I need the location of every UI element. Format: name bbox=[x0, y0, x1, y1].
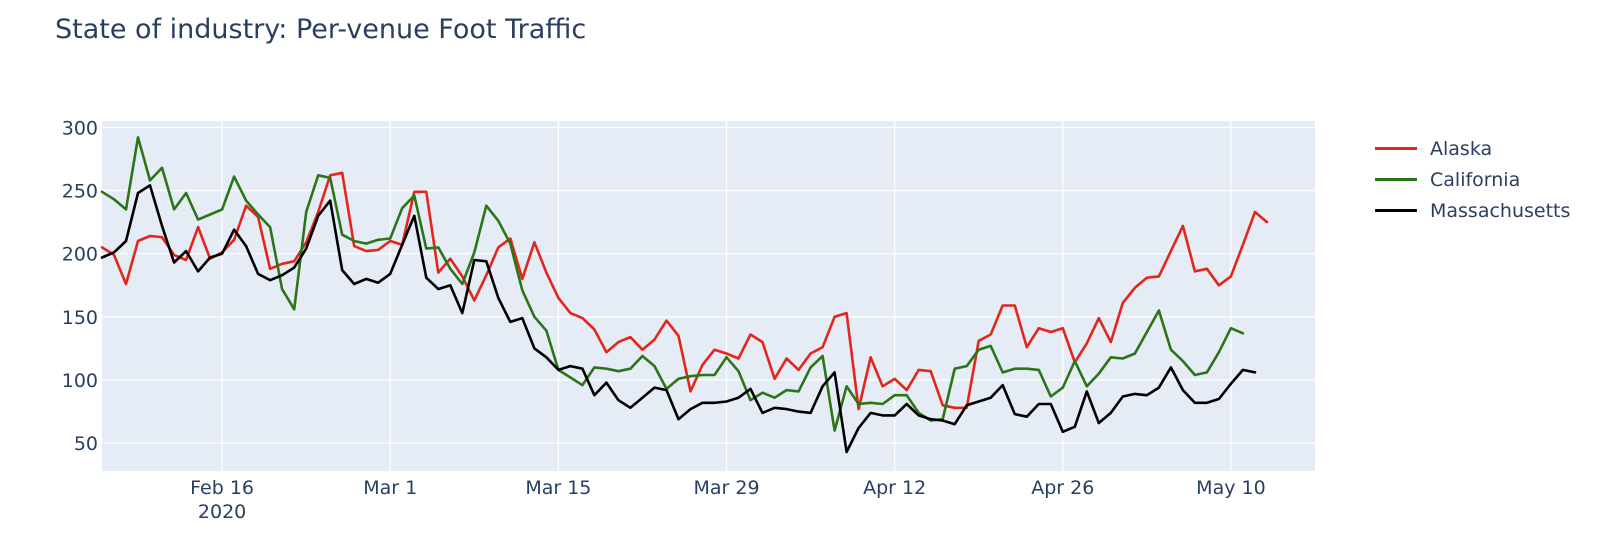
legend-item-california[interactable]: California bbox=[1375, 164, 1570, 195]
x-tick-label: Apr 26 bbox=[1031, 477, 1094, 499]
x-tick-label: May 10 bbox=[1196, 477, 1266, 499]
series-line-massachusetts bbox=[100, 184, 1257, 454]
legend-label: California bbox=[1430, 168, 1521, 191]
y-tick-label: 300 bbox=[62, 117, 98, 139]
series-line-alaska bbox=[100, 171, 1269, 411]
legend-swatch bbox=[1375, 178, 1417, 181]
legend-swatch bbox=[1375, 209, 1417, 212]
y-tick-label: 200 bbox=[62, 244, 98, 266]
plot-area bbox=[102, 121, 1315, 471]
legend-item-alaska[interactable]: Alaska bbox=[1375, 133, 1570, 164]
x-tick-label: Mar 1 bbox=[363, 477, 417, 499]
y-tick-label: 100 bbox=[62, 370, 98, 392]
y-tick-label: 50 bbox=[74, 433, 98, 455]
y-axis-ticks: 50 100 150 200 250 300 bbox=[62, 117, 98, 455]
legend-label: Alaska bbox=[1430, 137, 1493, 160]
x-tick-label: Feb 16 bbox=[190, 477, 254, 499]
x-tick-label: Mar 15 bbox=[525, 477, 591, 499]
chart-title: State of industry: Per-venue Foot Traffi… bbox=[55, 14, 587, 45]
legend-swatch bbox=[1375, 147, 1417, 150]
x-tick-year-label: 2020 bbox=[198, 501, 246, 523]
legend: Alaska California Massachusetts bbox=[1375, 133, 1570, 226]
y-tick-label: 150 bbox=[62, 307, 98, 329]
x-tick-label: Apr 12 bbox=[863, 477, 926, 499]
legend-item-massachusetts[interactable]: Massachusetts bbox=[1375, 195, 1570, 226]
x-tick-label: Mar 29 bbox=[693, 477, 759, 499]
series-line-california bbox=[100, 136, 1245, 432]
grid bbox=[102, 121, 1315, 471]
legend-label: Massachusetts bbox=[1430, 199, 1571, 222]
series-lines bbox=[100, 136, 1269, 454]
y-tick-label: 250 bbox=[62, 180, 98, 202]
